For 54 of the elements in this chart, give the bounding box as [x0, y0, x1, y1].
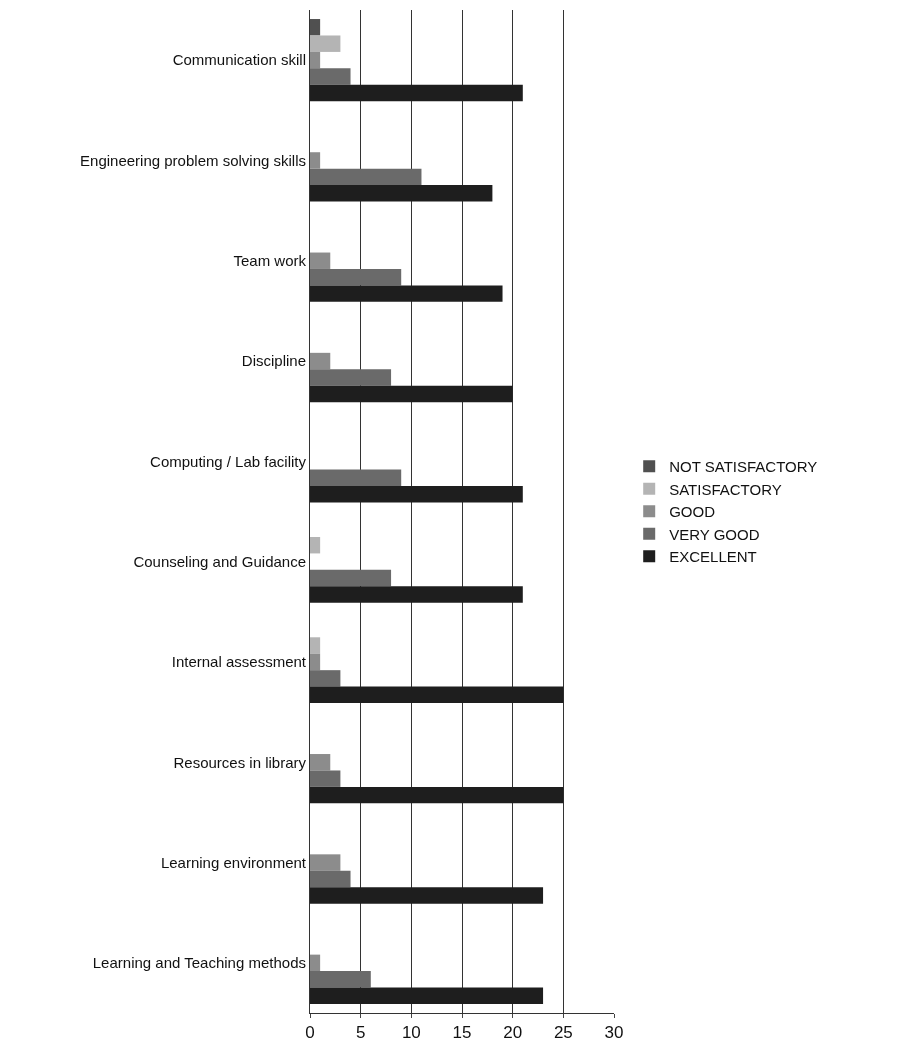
bar	[310, 268, 402, 286]
bar	[310, 35, 341, 52]
bar	[310, 670, 341, 687]
bar	[310, 385, 513, 403]
x-tick-label: 0	[305, 1023, 315, 1043]
legend-label: SATISFACTORY	[669, 480, 782, 498]
y-tick-label: Learning and Teaching methods	[92, 954, 306, 972]
bar	[310, 252, 331, 269]
bar	[310, 786, 564, 804]
x-tick-label: 15	[452, 1023, 472, 1043]
bar	[310, 469, 402, 487]
bar	[310, 185, 493, 202]
legend-label: GOOD	[669, 503, 716, 521]
y-tick-label: Learning environment	[160, 853, 307, 871]
bar	[310, 637, 321, 654]
y-tick-label: Team work	[233, 252, 307, 269]
bar	[310, 954, 321, 972]
bar	[310, 19, 321, 36]
bar	[310, 536, 321, 554]
bar	[310, 870, 351, 888]
bar	[310, 68, 351, 85]
x-tick-label: 5	[355, 1023, 366, 1043]
bar	[310, 569, 392, 587]
bar	[310, 285, 503, 302]
bar	[310, 653, 321, 671]
bar	[310, 168, 422, 186]
bar	[310, 152, 321, 169]
y-tick-label: Resources in library	[173, 753, 307, 771]
y-tick-label: Counseling and Guidance	[133, 552, 306, 570]
y-tick-label: Engineering problem solving skills	[80, 151, 306, 169]
bar	[310, 686, 564, 704]
bar	[310, 971, 371, 988]
y-tick-label: Computing / Lab facility	[150, 452, 307, 470]
bar	[310, 369, 392, 386]
y-tick-label: Internal assessment	[171, 653, 307, 671]
bar	[310, 51, 321, 69]
x-tick-label: 10	[401, 1023, 421, 1043]
bar	[310, 987, 544, 1004]
bar	[310, 586, 523, 603]
y-tick-label: Communication skill	[172, 51, 306, 69]
x-tick-label: 30	[604, 1023, 624, 1043]
x-tick-label: 20	[503, 1023, 523, 1043]
bar	[310, 854, 341, 871]
bar	[310, 770, 341, 787]
bar	[310, 887, 544, 904]
legend-label: EXCELLENT	[669, 548, 757, 566]
legend-label: NOT SATISFACTORY	[669, 458, 818, 476]
bar	[310, 486, 523, 503]
y-tick-label: Discipline	[241, 352, 306, 370]
legend-label: VERY GOOD	[669, 525, 760, 543]
bar	[310, 754, 331, 771]
bar	[310, 84, 523, 102]
x-tick-label: 25	[553, 1023, 573, 1043]
bar	[310, 352, 331, 370]
